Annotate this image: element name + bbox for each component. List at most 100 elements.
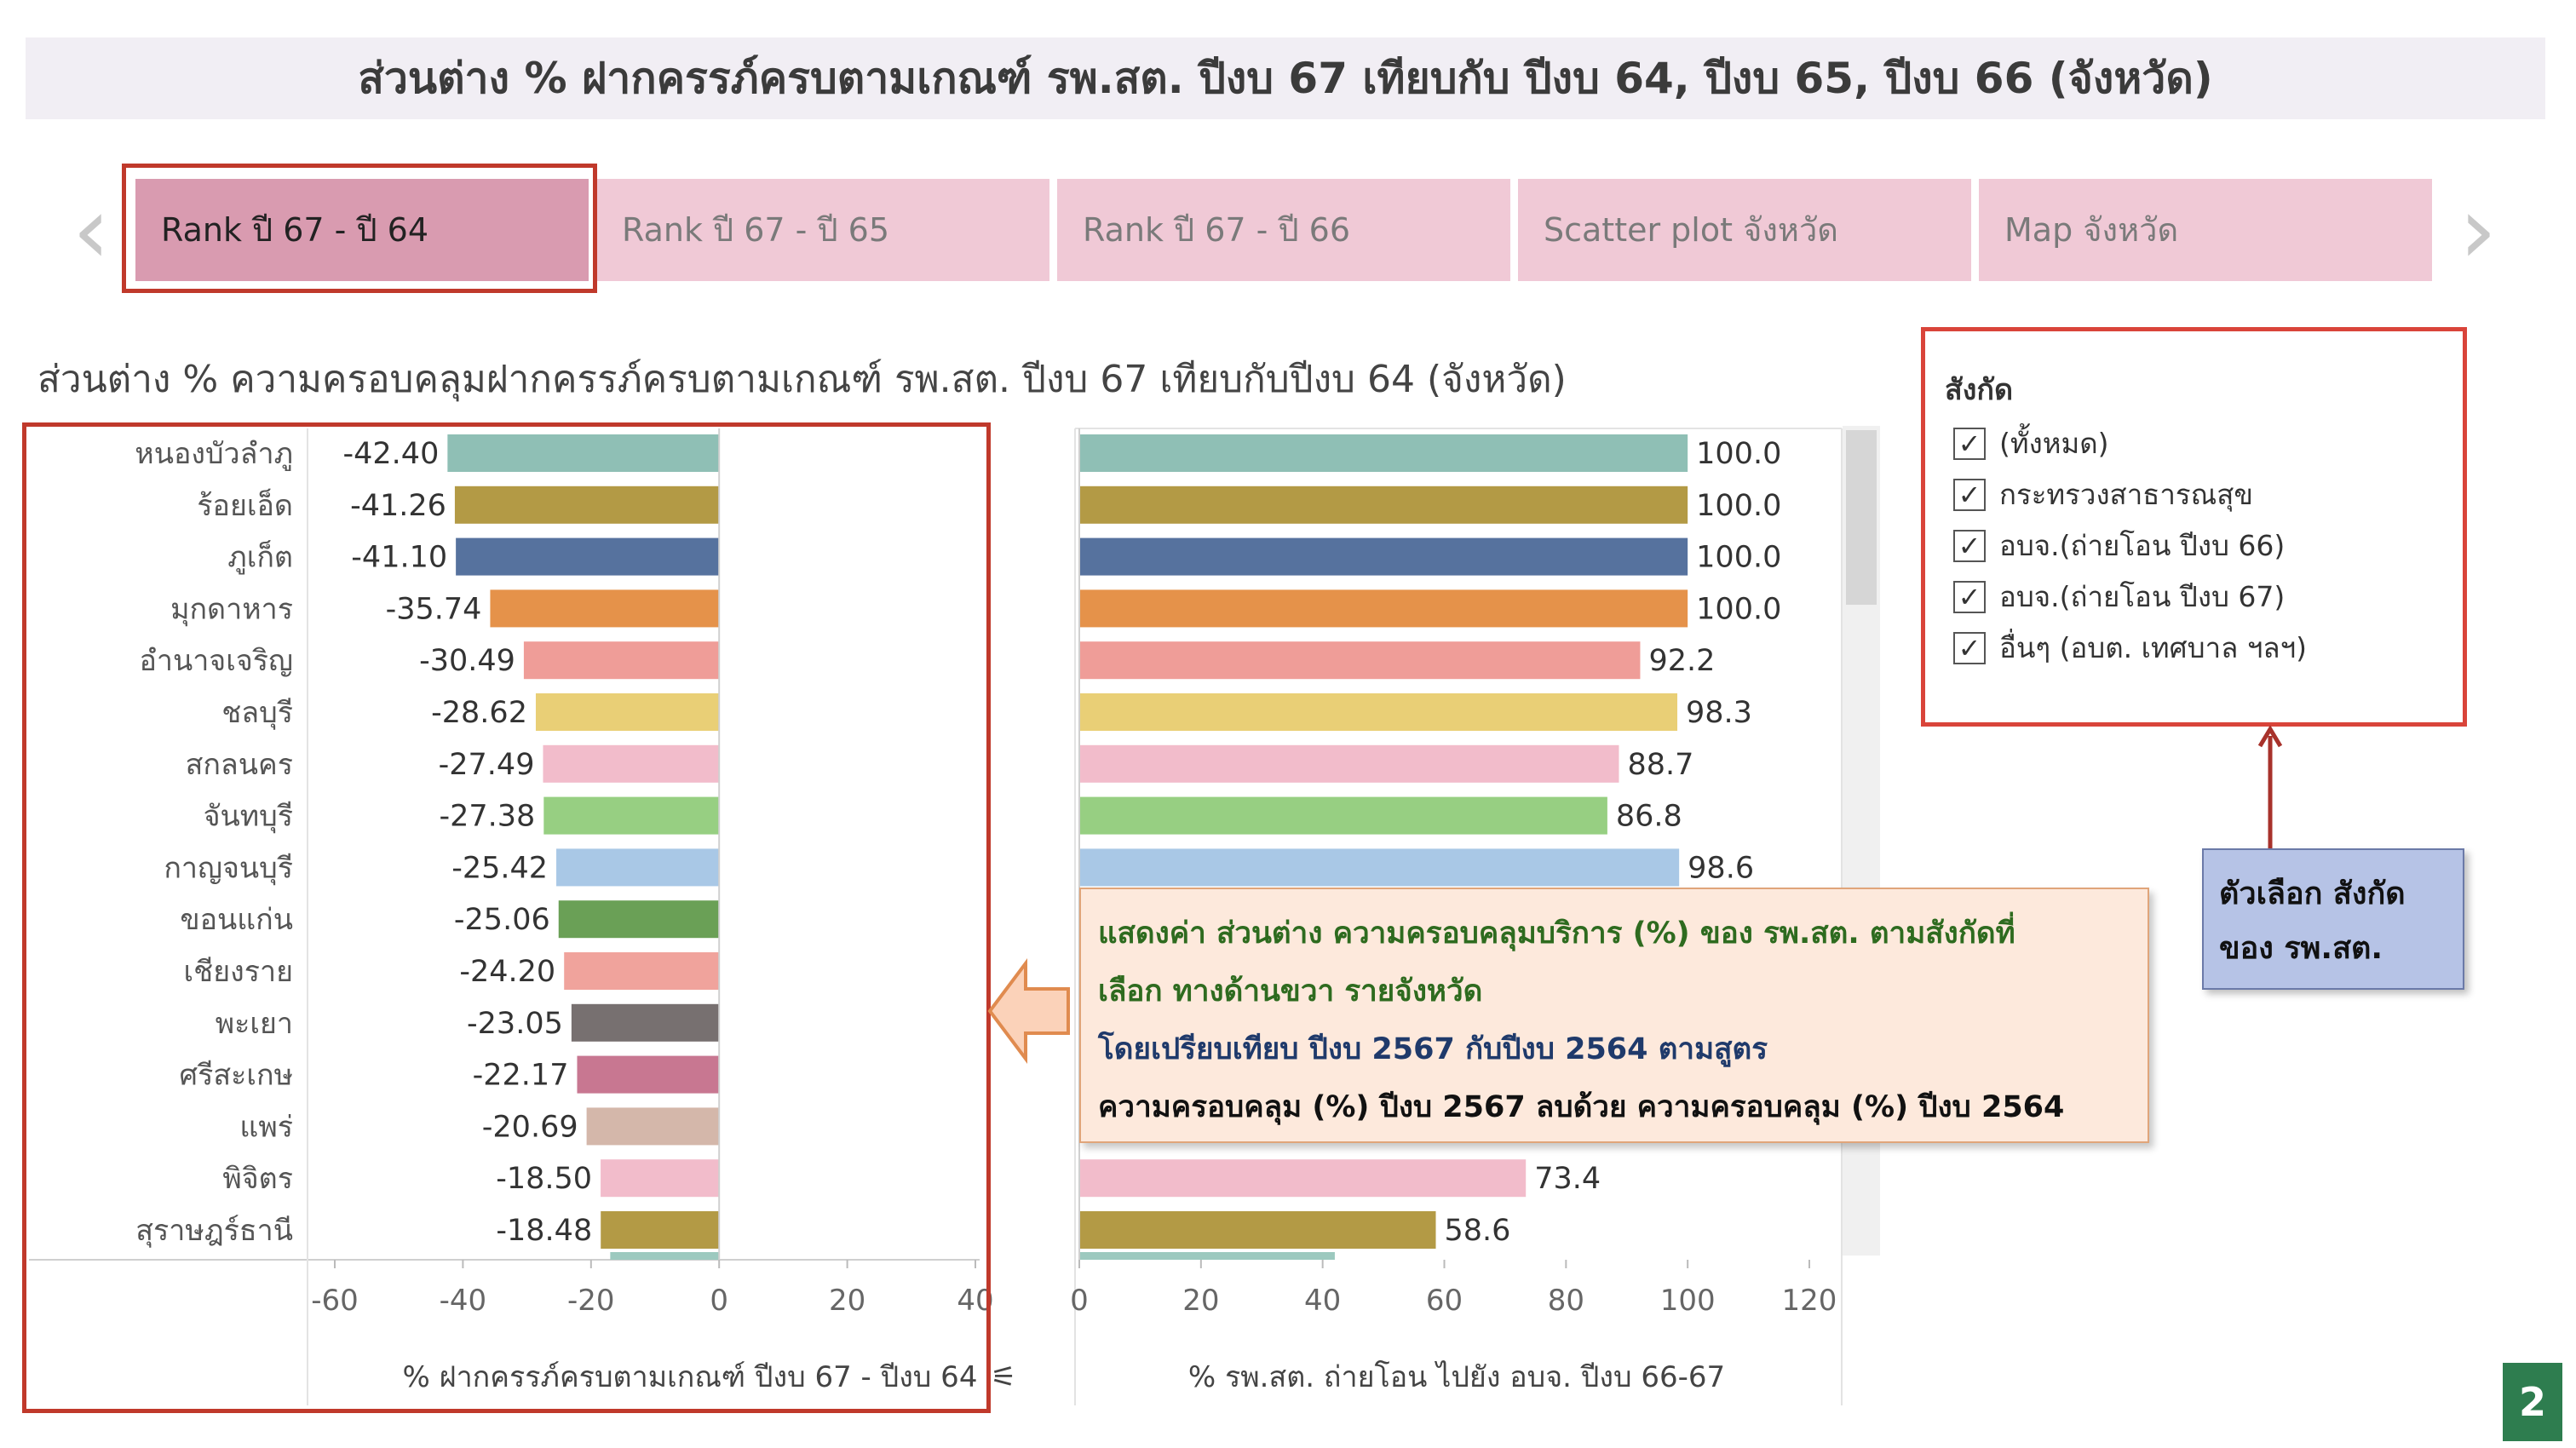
filter-option-moph[interactable]: ✓ กระทรวงสาธารณสุข [1953,472,2253,513]
right-bar[interactable] [1079,641,1641,680]
left-bar[interactable] [543,744,720,783]
filter-option-other[interactable]: ✓ อื่นๆ (อบต. เทศบาล ฯลฯ) [1953,625,2307,666]
tab-rank-67-66[interactable]: Rank ปี 67 - ปี 66 [1057,179,1510,281]
right-value-label: 100.0 [1696,592,1781,626]
chart-subtitle: ส่วนต่าง % ความครอบคลุมฝากครรภ์ครบตามเกณ… [37,358,1567,401]
right-value-label: 58.6 [1445,1214,1511,1248]
left-value-label: -30.49 [419,644,515,678]
left-tick-label: -40 [440,1284,487,1318]
left-bar[interactable] [447,434,720,472]
tab-rank-67-65[interactable]: Rank ปี 67 - ปี 65 [596,179,1049,281]
category-label: พะเยา [216,1007,293,1041]
scrollbar-thumb[interactable] [1846,430,1877,605]
category-label: อำนาจเจริญ [139,644,293,678]
category-label: แพร่ [239,1110,293,1144]
checkbox-checked-icon[interactable]: ✓ [1953,529,1986,562]
checkbox-checked-icon[interactable]: ✓ [1953,580,1986,613]
active-tab-highlight [122,164,597,293]
filter-title: สังกัด [1945,373,2014,407]
left-value-label: -42.40 [343,437,440,471]
filter-note-line-2: ของ รพ.สต. [2219,931,2383,966]
filter-option-pao-66[interactable]: ✓ อบจ.(ถ่ายโอน ปีงบ 66) [1953,523,2285,564]
right-tick-label: 80 [1548,1284,1584,1318]
right-bar[interactable] [1079,486,1688,524]
left-bar[interactable] [558,900,720,939]
sort-icon[interactable]: ⚟ [991,1360,1016,1394]
left-bar[interactable] [456,537,720,576]
right-bar[interactable] [1079,537,1688,576]
note-line-4: ความครอบคลุม (%) ปีงบ 2567 ลบด้วย ความคร… [1098,1090,2065,1124]
left-bar[interactable] [564,952,720,990]
chevron-right-icon[interactable]: › [2459,175,2497,284]
left-value-label: -22.17 [473,1059,569,1093]
category-label: ศรีสะเกษ [180,1059,293,1093]
right-value-label: 100.0 [1696,437,1781,471]
right-bar[interactable] [1079,693,1678,731]
right-value-label: 100.0 [1696,541,1781,575]
filter-option-all[interactable]: ✓ (ทั้งหมด) [1953,421,2109,462]
left-bar[interactable] [543,796,720,835]
chevron-left-icon[interactable]: ‹ [72,175,110,284]
left-bar[interactable] [454,486,720,524]
category-label: ขอนแก่น [180,903,293,937]
left-value-label: -25.42 [451,851,548,885]
left-bar[interactable] [535,693,720,731]
page-number: 2 [2503,1363,2562,1441]
left-bar[interactable] [490,589,720,628]
right-value-label: 98.3 [1686,696,1752,730]
left-tick-label: 20 [829,1284,865,1318]
left-bar[interactable] [571,1003,720,1042]
checkbox-checked-icon[interactable]: ✓ [1953,631,1986,664]
right-bar[interactable] [1079,744,1619,783]
category-label: สกลนคร [186,748,293,782]
tab-scatter-plot[interactable]: Scatter plot จังหวัด [1518,179,1971,281]
left-value-label: -18.48 [496,1214,592,1248]
left-value-label: -24.20 [459,955,555,989]
left-x-axis-title: % ฝากครรภ์ครบตามเกณฑ์ ปีงบ 67 - ปีงบ 64 [403,1360,978,1394]
left-bar[interactable] [601,1159,720,1198]
category-label: มุกดาหาร [170,592,293,626]
right-tick-label: 100 [1660,1284,1716,1318]
left-value-label: -18.50 [496,1162,592,1196]
right-bar[interactable] [1079,589,1688,628]
left-bar[interactable] [556,848,720,887]
note-line-2: เลือก ทางด้านขวา รายจังหวัด [1098,974,1483,1008]
explanation-note: แสดงค่า ส่วนต่าง ความครอบคลุมบริการ (%) … [1079,888,2149,1143]
category-label: พิจิตร [222,1162,293,1196]
tab-map[interactable]: Map จังหวัด [1979,179,2432,281]
right-bar-partial [1079,1252,1335,1260]
right-bar[interactable] [1079,1159,1527,1198]
left-value-label: -23.05 [467,1007,563,1041]
right-tick-label: 40 [1304,1284,1341,1318]
checkbox-checked-icon[interactable]: ✓ [1953,427,1986,460]
left-bar[interactable] [601,1211,720,1249]
left-value-label: -28.62 [431,696,527,730]
left-bar[interactable] [577,1055,720,1094]
left-value-label: -27.38 [439,800,535,834]
left-bar[interactable] [523,641,720,680]
filter-option-pao-67[interactable]: ✓ อบจ.(ถ่ายโอน ปีงบ 67) [1953,574,2285,615]
filter-panel [1921,327,2467,727]
note-line-3: โดยเปรียบเทียบ ปีงบ 2567 กับปีงบ 2564 ตา… [1098,1032,1768,1066]
tab-rank-67-64[interactable]: Rank ปี 67 - ปี 64 [135,179,589,281]
category-label: หนองบัวลำภู [135,437,293,471]
right-bar[interactable] [1079,1211,1436,1249]
left-value-label: -25.06 [454,903,550,937]
right-x-axis-title: % รพ.สต. ถ่ายโอน ไปยัง อบจ. ปีงบ 66-67 [1188,1360,1725,1394]
left-tick-label: 0 [710,1284,728,1318]
right-tick-label: 0 [1070,1284,1089,1318]
right-bar[interactable] [1079,848,1680,887]
category-label: กาญจนบุรี [164,851,293,885]
right-value-label: 98.6 [1688,851,1754,885]
category-label: ร้อยเอ็ด [197,488,293,523]
arrow-left-icon [987,958,1070,1064]
right-bar[interactable] [1079,434,1688,472]
left-bar[interactable] [586,1107,720,1146]
checkbox-checked-icon[interactable]: ✓ [1953,478,1986,511]
right-bar[interactable] [1079,796,1607,835]
arrow-up-icon [2257,725,2283,852]
left-value-label: -20.69 [482,1110,578,1144]
left-value-label: -35.74 [386,592,482,626]
left-tick-label: -20 [567,1284,615,1318]
filter-note-callout: ตัวเลือก สังกัด ของ รพ.สต. [2202,848,2464,990]
